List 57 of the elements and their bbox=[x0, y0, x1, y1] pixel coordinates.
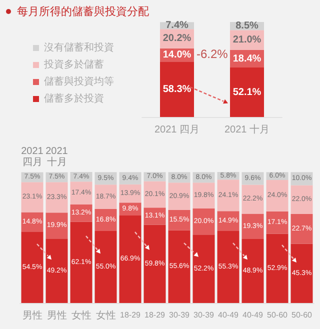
text: 2021 十月 bbox=[44, 146, 69, 168]
bar bbox=[290, 185, 313, 214]
bar bbox=[242, 239, 264, 303]
x-tick-label: 18-29 bbox=[120, 310, 142, 320]
data-label: 14.0% bbox=[162, 49, 192, 60]
x-tick-label: 40-49 bbox=[242, 310, 264, 320]
chart-title: 每月所得的儲蓄與投資分配 bbox=[16, 4, 149, 19]
x-tick-label: 30-39 bbox=[194, 310, 215, 320]
text: 2021 四月 bbox=[20, 146, 44, 168]
bar bbox=[217, 230, 240, 303]
x-tick-label: 女性 bbox=[96, 310, 116, 322]
bar bbox=[168, 230, 190, 303]
x-tick-label: 30-39 bbox=[169, 310, 190, 320]
bar bbox=[21, 232, 44, 303]
data-label: 58.3% bbox=[162, 84, 192, 95]
bar bbox=[266, 234, 288, 303]
bar bbox=[144, 224, 166, 303]
bar bbox=[192, 234, 215, 303]
bar bbox=[46, 238, 68, 303]
bar bbox=[119, 215, 142, 303]
legend-label: 儲蓄與投資均等 bbox=[44, 76, 114, 88]
bar bbox=[70, 222, 92, 303]
x-tick-label: 18-29 bbox=[144, 310, 166, 320]
data-label: 8.5% bbox=[236, 20, 259, 32]
legend-label: 投資多於儲蓄 bbox=[43, 58, 104, 70]
bar bbox=[46, 182, 68, 213]
x-tick-label: 男性 bbox=[46, 310, 67, 322]
bar bbox=[290, 214, 313, 244]
x-tick-label: 50-60 bbox=[292, 310, 313, 320]
x-tick-label: 男性 bbox=[22, 310, 42, 322]
x-tick-label: 女性 bbox=[71, 310, 92, 322]
bar bbox=[192, 182, 215, 209]
bar bbox=[94, 184, 117, 210]
bar bbox=[266, 211, 288, 234]
bar bbox=[144, 181, 166, 208]
x-tick-label: 50-60 bbox=[267, 310, 288, 320]
bar bbox=[46, 212, 68, 239]
bar bbox=[94, 231, 117, 303]
annotation: -6.2% bbox=[196, 46, 228, 61]
bar bbox=[160, 62, 194, 117]
data-label: 7.4% bbox=[166, 20, 189, 32]
bar bbox=[242, 214, 264, 240]
bar bbox=[168, 182, 190, 210]
data-label: 52.1% bbox=[232, 86, 262, 98]
x-tick-label: 40-49 bbox=[218, 310, 240, 320]
data-label: 21.0% bbox=[232, 34, 262, 46]
legend-label: 儲蓄多於投資 bbox=[44, 92, 104, 104]
legend-label: 沒有儲蓄和投資 bbox=[44, 42, 114, 54]
bar bbox=[217, 180, 240, 212]
data-label: 20.2% bbox=[162, 33, 192, 44]
bar bbox=[290, 244, 313, 303]
data-label: 18.4% bbox=[232, 53, 262, 64]
bar bbox=[70, 182, 92, 204]
bar bbox=[242, 184, 264, 214]
bar bbox=[230, 68, 264, 117]
bar bbox=[21, 182, 44, 212]
bar bbox=[266, 180, 288, 212]
